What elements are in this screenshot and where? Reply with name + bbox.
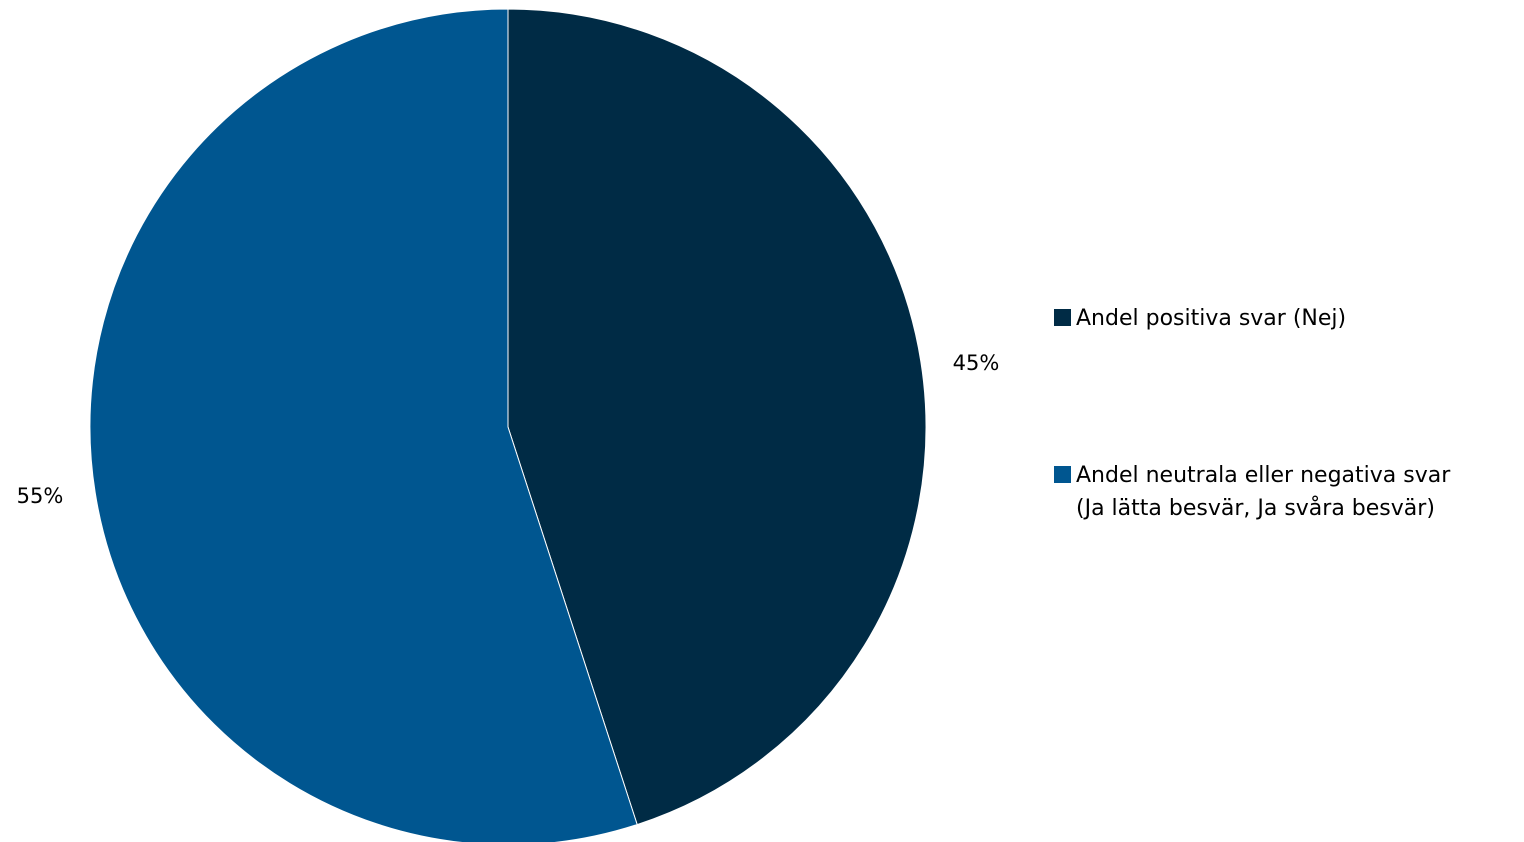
legend-swatch-neutral-negative — [1054, 466, 1071, 483]
legend-swatch-positive — [1054, 309, 1071, 326]
pie-data-label-1: 45% — [953, 351, 1000, 375]
legend-label-neutral-negative: Andel neutrala eller negativa svar (Ja l… — [1076, 459, 1450, 525]
legend-label-positive: Andel positiva svar (Nej) — [1076, 306, 1347, 331]
pie-slices — [89, 8, 927, 842]
pie-slice-2 — [89, 8, 638, 842]
legend-label-neutral-negative-line1: Andel neutrala eller negativa svar — [1076, 463, 1451, 488]
pie-data-labels: 45% 55% — [17, 351, 1000, 508]
legend-item-positive: Andel positiva svar (Nej) — [1054, 302, 1524, 335]
legend-label-neutral-negative-line2: (Ja lätta besvär, Ja svåra besvär) — [1076, 496, 1435, 521]
chart-legend: Andel positiva svar (Nej) Andel neutrala… — [1054, 302, 1524, 525]
pie-data-label-2: 55% — [17, 484, 64, 508]
pie-slice-1 — [507, 8, 927, 826]
legend-item-neutral-negative: Andel neutrala eller negativa svar (Ja l… — [1054, 459, 1524, 525]
